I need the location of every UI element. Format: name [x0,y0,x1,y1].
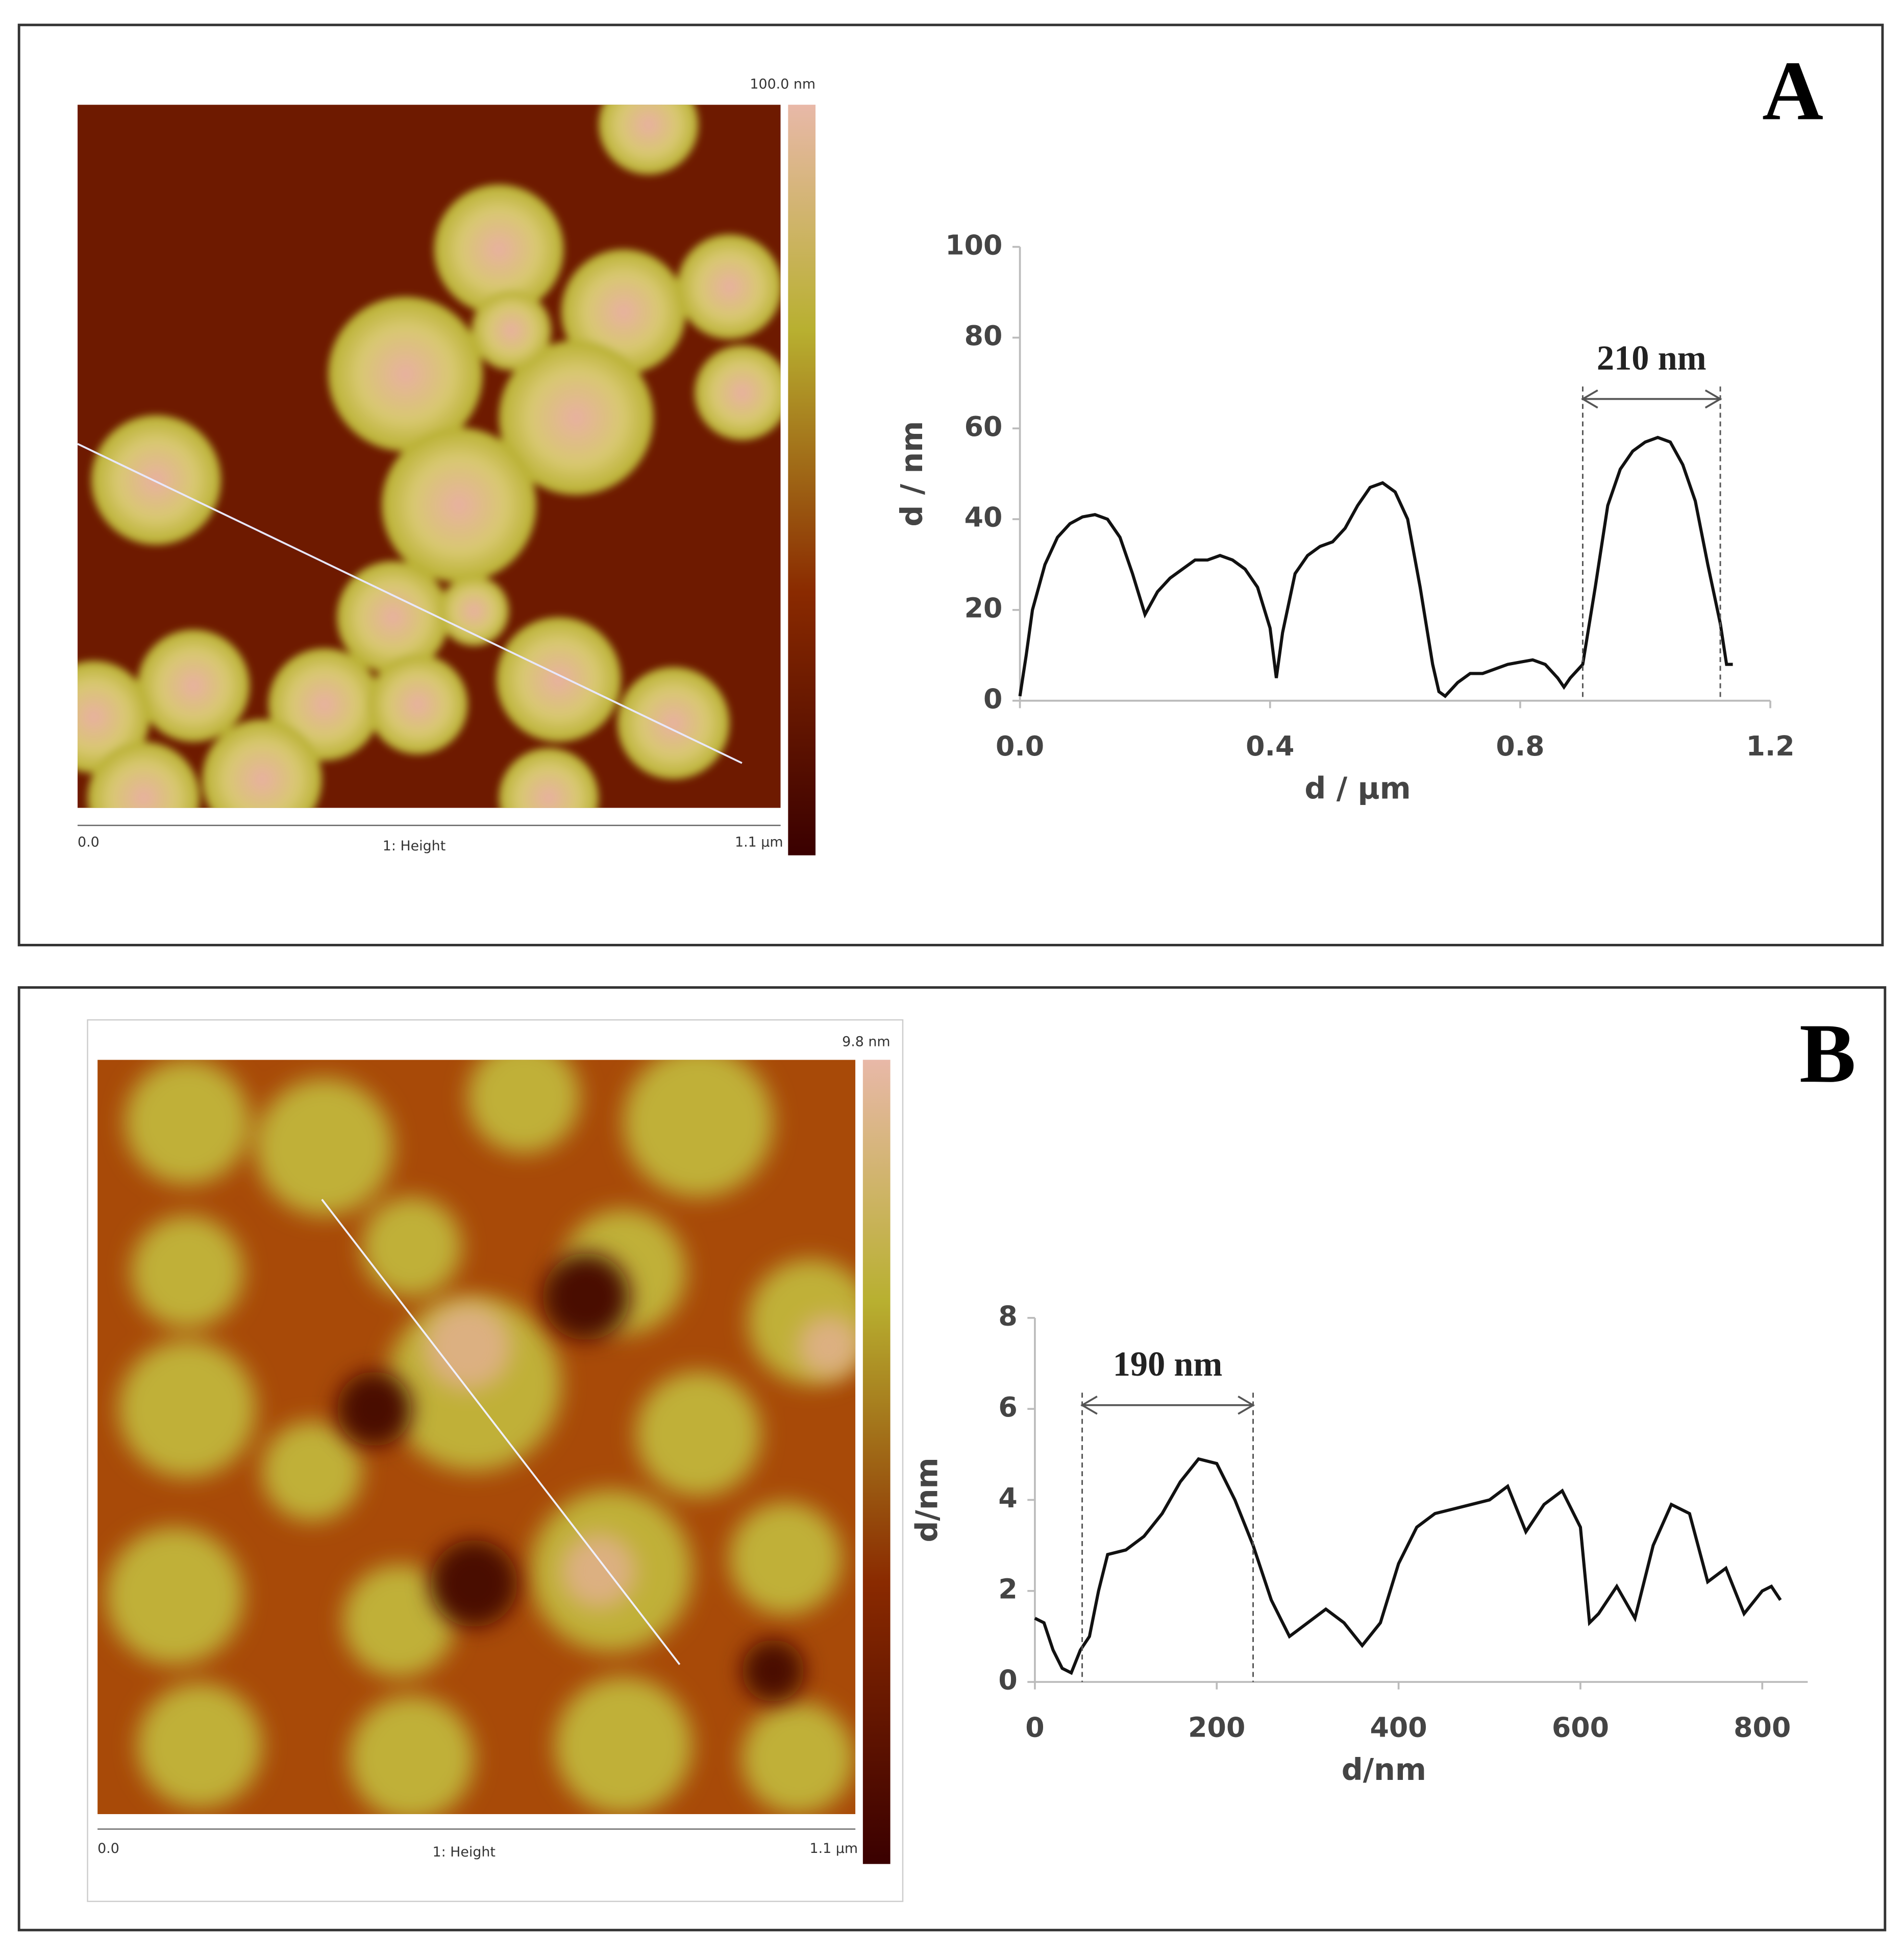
x-tick-label: 1.2 [1746,730,1794,762]
x-tick-label: 0 [1025,1712,1044,1744]
y-tick-label: 8 [998,1300,1017,1332]
image-x-end: 1.1 µm [735,835,783,850]
y-tick-label: 60 [965,410,1003,443]
profile-line [1018,435,1733,698]
color-bar [862,1060,891,1864]
image-x-start: 0.0 [78,835,100,850]
image-channel: 1: Height [432,1844,495,1860]
x-tick-label: 0.4 [1246,730,1294,762]
y-tick-label: 4 [998,1482,1017,1514]
color-scale-max: 100.0 nm [750,77,815,92]
y-tick-label: 2 [998,1573,1017,1605]
image-x-end: 1.1 µm [810,1841,858,1856]
y-tick-label: 0 [983,682,1002,715]
color-bar [788,105,816,856]
y-axis-label: d / nm [895,421,929,527]
color-scale-max: 9.8 nm [842,1034,890,1050]
panel-label: B [1799,1006,1856,1100]
profile-line [1034,1457,1782,1675]
panel-frame [17,986,1887,1932]
annotation-label: 210 nm [1597,338,1707,377]
annotation-label: 190 nm [1113,1345,1223,1383]
x-tick-label: 600 [1552,1712,1609,1744]
afm-image [97,1060,856,1814]
x-axis-label: d/nm [1342,1752,1426,1787]
x-tick-label: 200 [1188,1712,1245,1744]
x-tick-label: 0.0 [996,730,1044,762]
y-tick-label: 100 [945,229,1002,261]
x-axis-label: d / µm [1304,771,1411,806]
y-tick-label: 20 [965,592,1003,624]
image-frame [87,1019,904,1902]
y-tick-label: 40 [965,501,1003,533]
image-x-start: 0.0 [97,1841,119,1856]
annotation-arrow [1580,389,1722,409]
annotation-arrow [1080,1396,1255,1415]
panel-frame [17,23,1884,946]
afm-image [78,105,781,808]
x-tick-label: 0.8 [1496,730,1544,762]
y-tick-label: 0 [998,1664,1017,1696]
y-tick-label: 80 [965,320,1003,352]
image-channel: 1: Height [383,838,446,854]
y-tick-label: 6 [998,1391,1017,1423]
panel-label: A [1762,44,1823,138]
y-axis-label: d/nm [909,1457,944,1542]
x-tick-label: 400 [1370,1712,1427,1744]
x-tick-label: 800 [1734,1712,1791,1744]
